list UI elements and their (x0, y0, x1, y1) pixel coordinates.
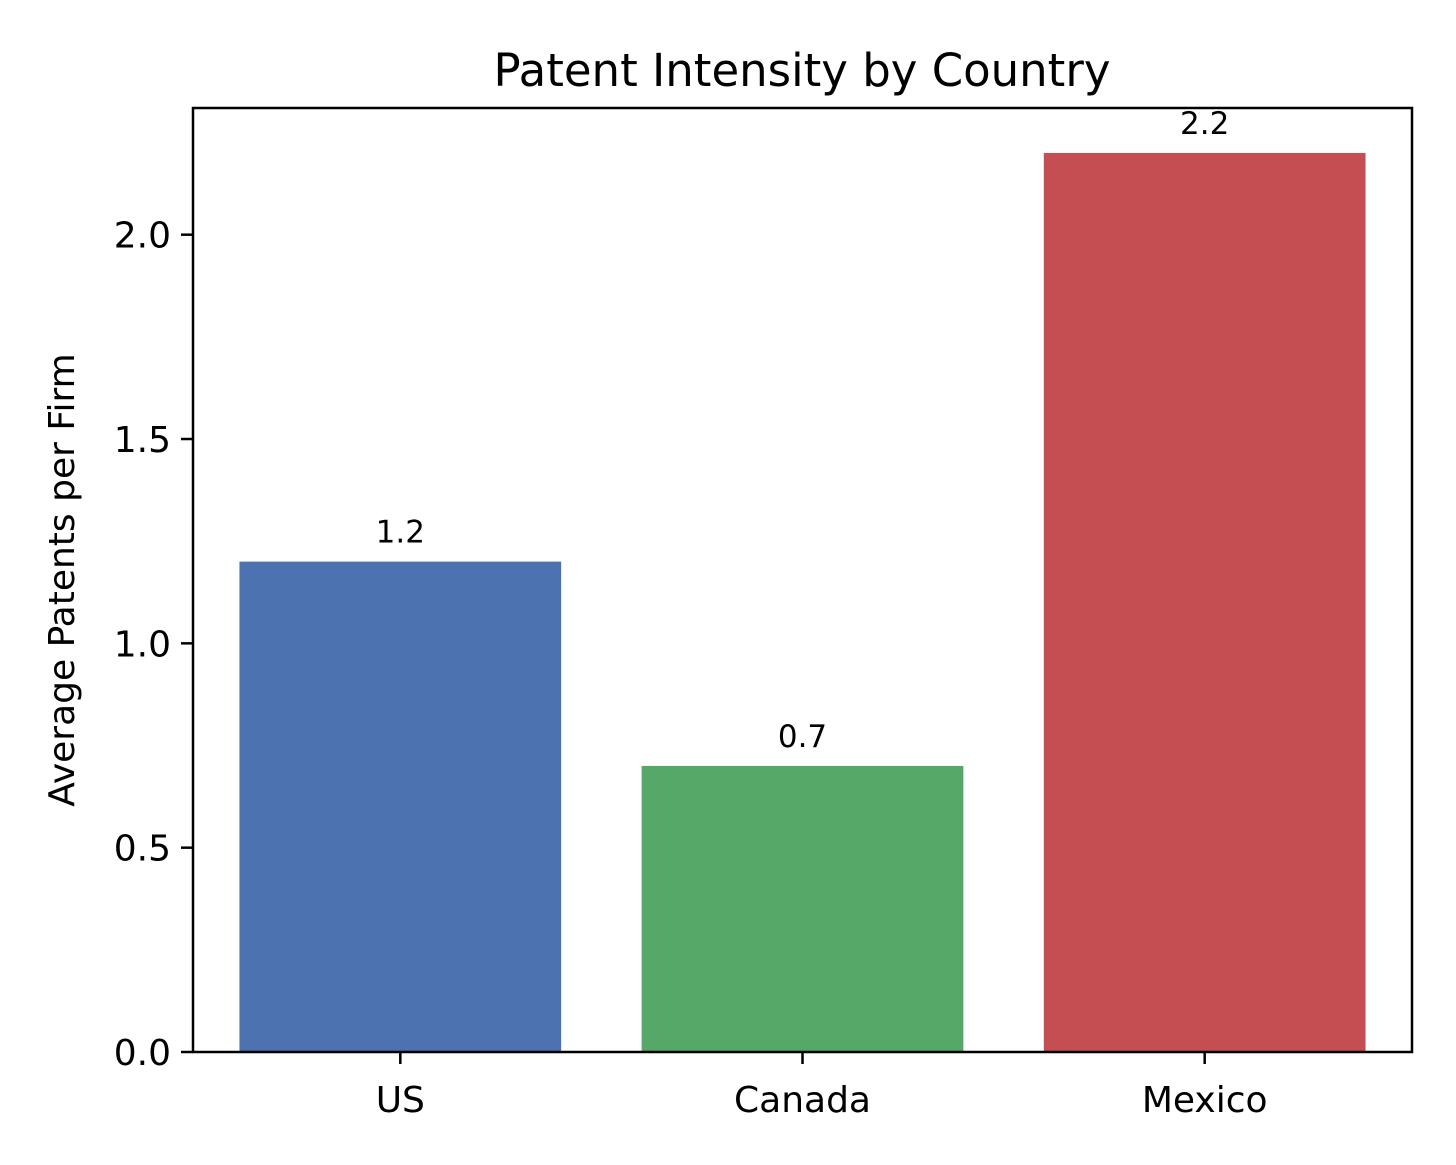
y-tick-label: 0.0 (114, 1033, 171, 1074)
plot-area-frame (191, 106, 1414, 1054)
data-label-mexico: 2.2 (1180, 106, 1229, 142)
y-axis-label: Average Patents per Firm (42, 353, 83, 806)
x-axis-ticks: US Canada Mexico (376, 1052, 1268, 1121)
x-tick-label-mexico: Mexico (1142, 1080, 1268, 1121)
data-label-us: 1.2 (376, 515, 425, 551)
y-tick-label: 0.5 (114, 829, 171, 870)
bars-layer (239, 152, 1366, 1052)
data-labels-layer: 1.2 0.7 2.2 (376, 106, 1230, 755)
data-label-canada: 0.7 (778, 719, 827, 755)
y-tick-label: 1.5 (114, 420, 171, 461)
x-tick-label-canada: Canada (734, 1080, 871, 1121)
y-tick-label: 2.0 (114, 216, 171, 257)
bar-us (239, 561, 562, 1052)
chart-title: Patent Intensity by Country (494, 44, 1111, 97)
y-tick-label: 1.0 (114, 624, 171, 665)
bar-mexico (1043, 152, 1366, 1052)
bar-canada (641, 765, 964, 1052)
x-tick-label-us: US (376, 1080, 425, 1121)
y-axis-ticks: 0.0 0.5 1.0 1.5 2.0 (114, 216, 193, 1074)
